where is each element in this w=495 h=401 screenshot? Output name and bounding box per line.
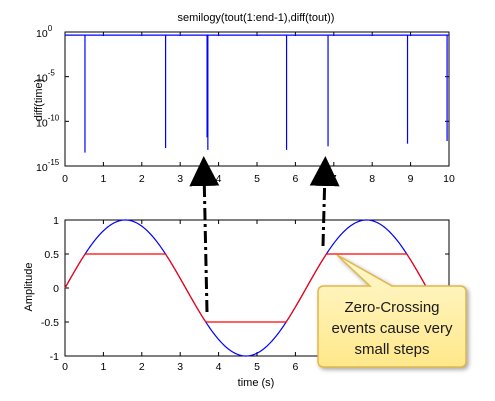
zero-crossing-arrows [189,156,340,313]
sine-series-line [64,219,450,357]
bottom-x-tick-label: 6 [292,361,298,373]
top-y-tick-label: 100 [36,24,53,40]
callout-line-1: Zero-Crossing [344,299,439,316]
callout-line-2: events cause very [332,320,453,337]
top-plot-title: semilogy(tout(1:end-1),diff(tout)) [178,12,335,24]
arrow-left [189,156,220,313]
saturated-series-line [64,253,449,323]
top-x-tick-label: 1 [100,173,106,185]
top-x-tick-label: 8 [369,173,375,185]
arrow-right [309,156,340,247]
callout-line-3: small steps [354,341,429,358]
top-plot: semilogy(tout(1:end-1),diff(tout)) diff(… [33,12,455,185]
top-y-tick-label: 10-5 [36,69,55,85]
top-x-tick-label: 6 [292,173,298,185]
bottom-y-tick-label: 0 [53,283,59,295]
top-plot-ylabel: diff(time) [33,79,45,122]
top-plot-axes-box [64,31,450,167]
bottom-x-tick-label: 5 [254,361,260,373]
annotation-callout: Zero-Crossing events cause very small st… [317,254,467,368]
top-x-tick-label: 10 [443,173,455,185]
bottom-y-tick-label: 1 [53,215,59,227]
top-y-tick-label: 10-15 [36,158,60,174]
top-x-tick-label: 3 [177,173,183,185]
callout-bubble [317,254,467,368]
bottom-y-tick-label: -0.5 [41,317,59,329]
top-x-tick-label: 5 [254,173,260,185]
top-x-tick-label: 7 [331,173,337,185]
bottom-x-tick-label: 3 [177,361,183,373]
top-x-tick-label: 4 [216,173,222,185]
bottom-x-tick-label: 4 [216,361,222,373]
top-y-tick-label: 10-10 [36,113,60,129]
bottom-x-tick-label: 0 [62,361,68,373]
top-x-tick-label: 0 [62,173,68,185]
bottom-y-tick-label: 0.5 [44,249,59,261]
bottom-plot-ylabel: Amplitude [23,263,35,312]
bottom-x-tick-label: 2 [139,361,145,373]
top-x-tick-label: 2 [139,173,145,185]
bottom-x-tick-label: 1 [100,361,106,373]
bottom-y-tick-label: -1 [50,351,59,363]
top-x-tick-label: 9 [408,173,414,185]
bottom-plot-xlabel: time (s) [238,377,275,389]
